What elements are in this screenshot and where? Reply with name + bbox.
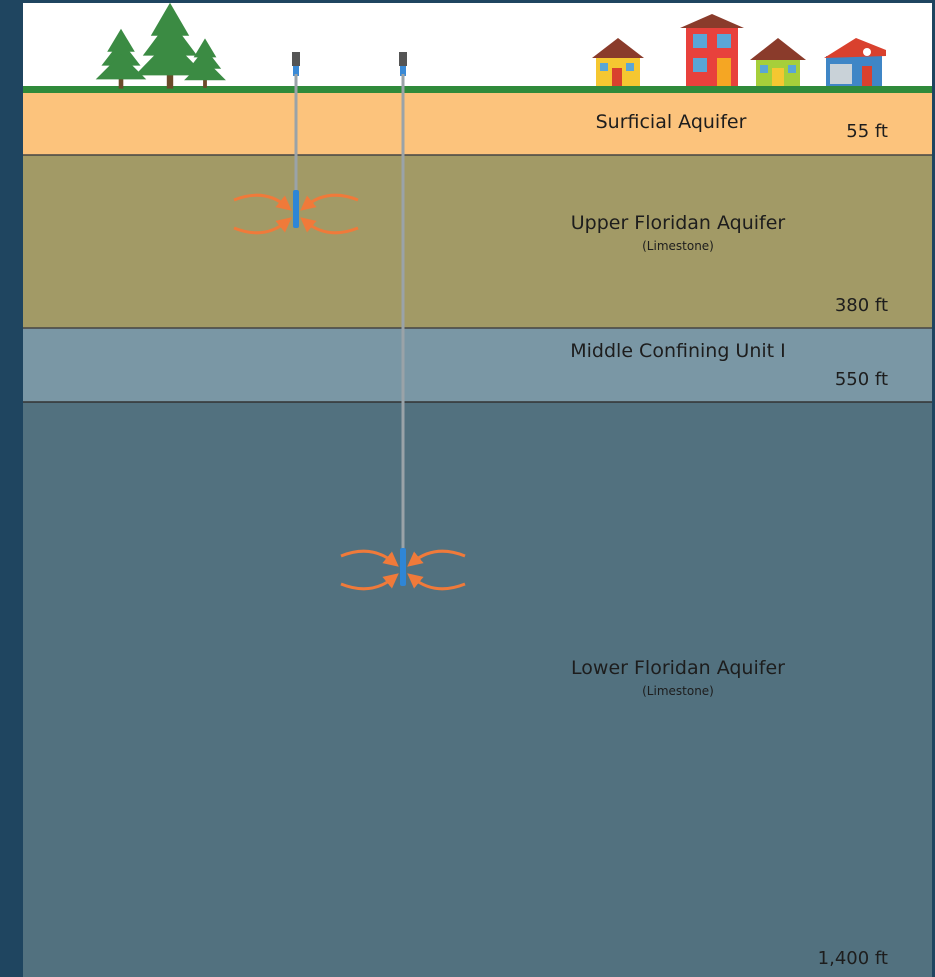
ground [23,86,932,93]
layer-depth: 55 ft [846,121,888,142]
layer-name: Lower Floridan Aquifer [571,657,785,679]
well-shallow [292,52,300,228]
well-deep [399,52,407,586]
layer-name: Upper Floridan Aquifer [571,212,786,234]
houses [592,14,886,86]
layer-name: Surficial Aquifer [596,111,747,133]
layer-name: Middle Confining Unit I [570,340,786,362]
layer-depth: 380 ft [835,295,888,316]
layer-middle [23,328,932,402]
layer-depth: 550 ft [835,369,888,390]
layer-lower [23,402,932,977]
layer-upper [23,155,932,328]
layer-note: (Limestone) [642,684,714,698]
layer-note: (Limestone) [642,239,714,253]
layer-surficial [23,93,932,155]
layer-depth: 1,400 ft [818,948,888,969]
